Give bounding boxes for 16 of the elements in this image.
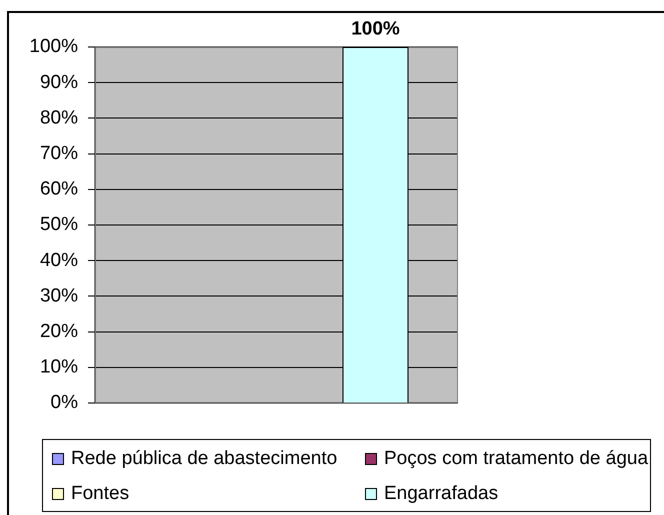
legend-label: Fontes <box>71 482 130 504</box>
legend-label: Rede pública de abastecimento <box>71 448 338 470</box>
y-tick-label: 20% <box>40 321 78 342</box>
y-tick-label: 90% <box>40 72 78 93</box>
y-tick-label: 60% <box>40 178 78 200</box>
y-tick-label: 70% <box>40 143 78 164</box>
legend-label: Engarrafadas <box>384 482 498 504</box>
y-tick-label: 0% <box>50 392 78 414</box>
data-label: 100% <box>351 18 400 40</box>
y-tick-label: 50% <box>40 214 78 236</box>
y-tick-label: 100% <box>29 36 78 58</box>
y-tick-label: 30% <box>40 285 78 306</box>
y-tick-label: 10% <box>40 356 78 378</box>
y-tick-label: 80% <box>40 107 78 128</box>
y-tick-label: 40% <box>40 250 78 271</box>
legend-label: Poços com tratamento de água <box>384 448 648 470</box>
